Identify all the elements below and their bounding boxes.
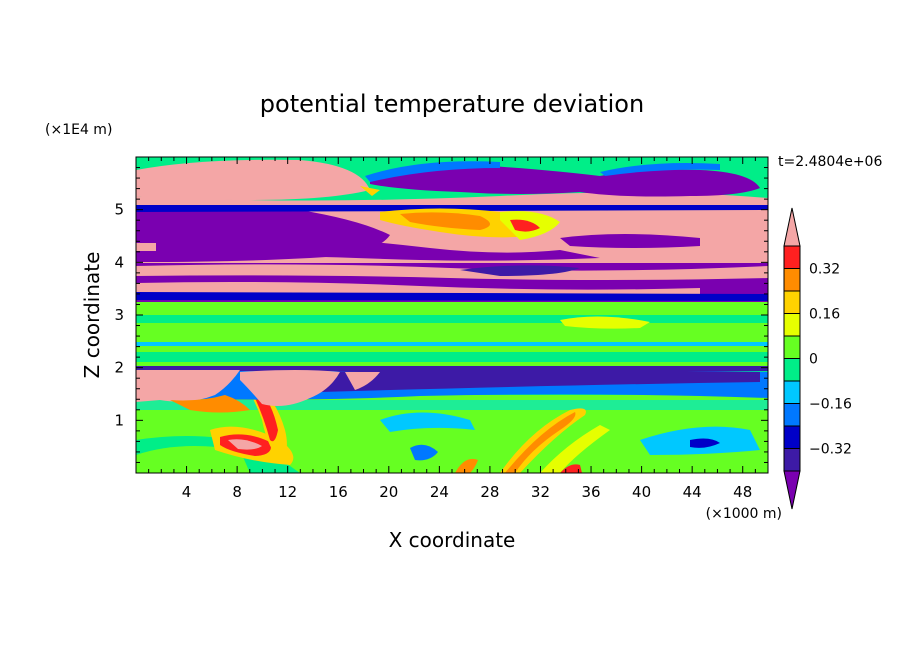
y-axis-label: Z coordinate (80, 252, 104, 379)
colorbar-label: 0 (809, 352, 818, 368)
x-tick-label: 36 (581, 483, 600, 501)
x-tick-label: 32 (531, 483, 550, 501)
chart-title: potential temperature deviation (260, 90, 644, 118)
colorbar-label: 0.16 (809, 307, 840, 323)
colorbar-bin (783, 380, 801, 404)
colorbar-bin (783, 313, 801, 337)
colorbar-label: −0.16 (809, 397, 852, 413)
colorbar-label: −0.32 (809, 442, 852, 458)
colorbar-bin (783, 403, 801, 427)
colorbar-label: 0.32 (809, 262, 840, 278)
time-label: t=2.4804e+06 (778, 154, 882, 170)
x-tick-label: 8 (232, 483, 242, 501)
contour-plot-area (136, 157, 768, 473)
colorbar-bin (783, 245, 801, 269)
y-tick-label: 5 (114, 201, 124, 219)
x-tick-label: 4 (182, 483, 192, 501)
x-unit-label: (×1000 m) (706, 506, 782, 522)
x-axis-label: X coordinate (389, 528, 516, 552)
colorbar-bin (783, 448, 801, 472)
colorbar-bottom-arrow (783, 470, 801, 510)
x-tick-label: 24 (430, 483, 449, 501)
y-tick-label: 4 (114, 253, 124, 271)
colorbar-bin (783, 358, 801, 382)
x-axis: 4 8 12 16 20 24 28 32 36 40 44 48 (148, 157, 756, 501)
y-tick-label: 3 (114, 306, 124, 324)
y-unit-label: (×1E4 m) (45, 122, 112, 138)
colorbar-top-arrow (783, 207, 801, 247)
x-tick-label: 40 (632, 483, 651, 501)
x-tick-label: 12 (278, 483, 297, 501)
x-tick-label: 20 (379, 483, 398, 501)
colorbar-bin (783, 335, 801, 359)
colorbar-bin (783, 290, 801, 314)
x-tick-label: 48 (733, 483, 752, 501)
y-axis: 1 2 3 4 5 (114, 167, 768, 463)
colorbar-bin (783, 268, 801, 292)
y-tick-label: 2 (114, 359, 124, 377)
x-tick-label: 28 (480, 483, 499, 501)
x-tick-label: 16 (329, 483, 348, 501)
colorbar-bin (783, 425, 801, 449)
y-tick-label: 1 (114, 411, 124, 429)
x-tick-label: 44 (683, 483, 702, 501)
colorbar: 0.32 0.16 0 −0.16 −0.32 (783, 207, 852, 510)
